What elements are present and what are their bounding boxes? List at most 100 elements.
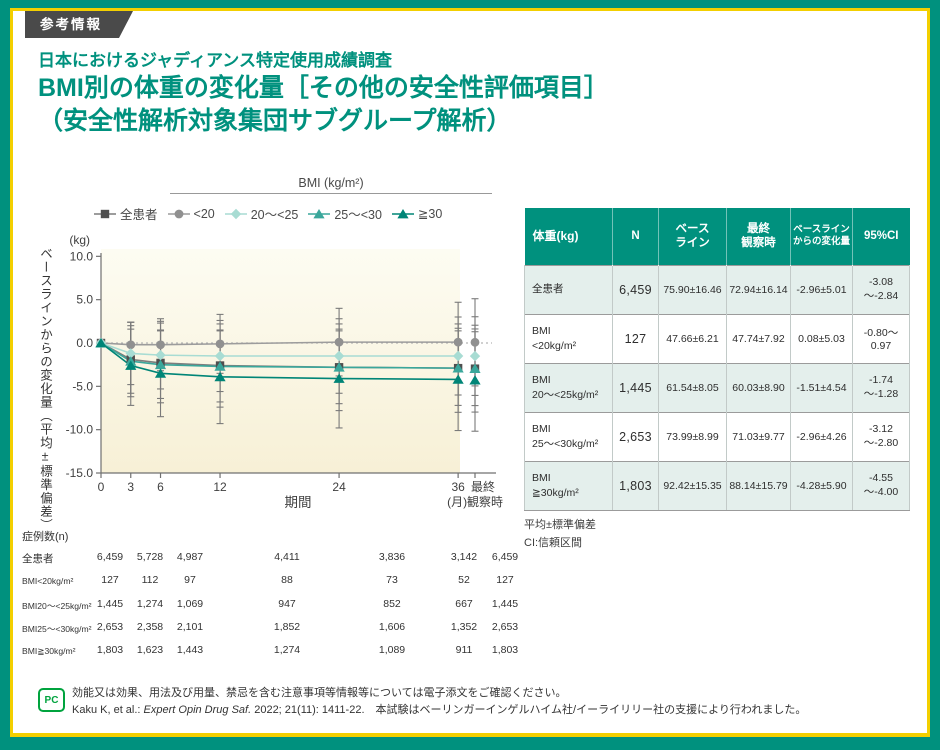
- final-observation-label: 最終: [471, 479, 495, 494]
- y-tick-label: -15.0: [66, 466, 94, 480]
- sample-size-row: BMI25～<30kg/m² 2,653 2,358 2,101 1,852 1,606 1…: [0, 619, 940, 639]
- marker-triangle: [452, 363, 464, 373]
- sample-value: 2,653: [96, 620, 124, 633]
- stats-cell: 92.42±15.35: [658, 460, 727, 511]
- citation-rest: 2022; 21(11): 1411-22. 本試験はベーリンガーインゲルハイム…: [251, 704, 807, 716]
- stats-cell: -0.80～0.97: [852, 313, 910, 363]
- stats-header-cell: 最終 観察時: [726, 208, 791, 265]
- stats-table-row: BMI <20kg/m² 127 47.66±6.21 47.74±7.92 0.08±5…: [524, 313, 910, 363]
- marker-diamond: [452, 350, 464, 362]
- legend-marker-icon: [391, 208, 414, 218]
- stats-row-label: BMI 20～<25kg/m²: [524, 362, 613, 412]
- x-tick-label: 0: [98, 480, 105, 494]
- stats-cell: 60.03±8.90: [726, 362, 791, 412]
- stats-table-body: 全患者 6,459 75.90±16.46 72.94±16.14 -2.96±5.01…: [524, 264, 910, 511]
- marker-triangle: [154, 359, 167, 370]
- footer-line1: 効能又は効果、用法及び用量、禁忌を含む注意事項等情報等については電子添文をご確認…: [72, 687, 567, 699]
- marker-diamond: [214, 350, 226, 362]
- series-line-4: [100, 342, 459, 381]
- stats-cell-n: 127: [612, 313, 659, 363]
- stats-cell: -4.55～-4.00: [852, 460, 910, 511]
- y-tick-label: 5.0: [76, 293, 93, 307]
- stats-cell: -2.96±4.26: [790, 411, 853, 461]
- marker-triangle: [214, 361, 226, 371]
- stats-table-header: 体重(kg) N ベース ライン 最終 観察時 ベースライン からの変化量 95%CI: [524, 208, 910, 265]
- sample-value: 3,142: [450, 551, 478, 563]
- legend-marker-icon: [308, 208, 331, 218]
- marker-diamond: [333, 350, 345, 362]
- sample-value: 127: [496, 574, 514, 587]
- stats-header-cell: ベース ライン: [658, 208, 727, 265]
- marker-circle: [334, 337, 344, 347]
- page-title: BMI別の体重の変化量［その他の安全性評価項目］ （安全性解析対象集団サブグルー…: [38, 72, 609, 138]
- stats-header-cell: ベースライン からの変化量: [790, 208, 853, 265]
- stats-cell: 73.99±8.99: [658, 411, 727, 461]
- stats-row-label: BMI ≧30kg/m²: [524, 460, 613, 511]
- y-tick-label: 0.0: [76, 336, 93, 350]
- stats-cell: -2.96±5.01: [790, 264, 853, 314]
- x-tick-label: 12: [213, 480, 227, 494]
- sample-value: 2,101: [176, 620, 204, 633]
- page-title-line2: （安全性解析対象集団サブグループ解析）: [38, 107, 512, 135]
- sample-value: 97: [184, 574, 196, 587]
- stats-cell: -4.28±5.90: [790, 460, 853, 511]
- sample-value: 2,358: [136, 620, 164, 633]
- marker-circle: [156, 340, 165, 350]
- citation-journal: Expert Opin Drug Saf.: [143, 704, 252, 716]
- sample-row-label: BMI≧30kg/m²: [22, 646, 76, 657]
- y-unit-label: (kg): [69, 233, 90, 247]
- marker-triangle: [469, 375, 481, 385]
- legend-item-1: <20: [167, 207, 215, 221]
- series-line-2: [100, 342, 459, 357]
- y-tick-label: -10.0: [66, 423, 94, 437]
- marker-triangle: [452, 374, 464, 384]
- study-subtitle: 日本におけるジャディアンス特定使用成績調査: [38, 51, 392, 70]
- citation-authors: Kaku K, et al.:: [72, 704, 144, 716]
- stats-header-cell: 体重(kg): [524, 208, 613, 265]
- sample-size-caption: 症例数(n): [22, 531, 69, 543]
- sample-value: 88: [281, 574, 293, 587]
- marker-triangle: [95, 338, 107, 348]
- legend-label: ≧30: [417, 207, 443, 221]
- stats-row-label: 全患者: [524, 264, 613, 314]
- weight-change-line-chart: (kg)10.05.00.0-5.0-10.0-15.00 3 6 12 24 36(月)…: [66, 233, 503, 510]
- sample-value: 911: [455, 644, 473, 657]
- marker-triangle: [333, 362, 345, 372]
- series-markers-2: [95, 337, 481, 362]
- sample-size-row: BMI20～<25kg/m² 1,445 1,274 1,069 947 852 667 1,…: [0, 596, 940, 616]
- page-title-line1: BMI別の体重の変化量［その他の安全性評価項目］: [38, 74, 609, 102]
- sample-value: 3,836: [378, 551, 406, 563]
- sample-value: 947: [278, 597, 296, 610]
- sample-value: 1,352: [450, 620, 478, 633]
- stats-row-label: BMI <20kg/m²: [524, 313, 613, 363]
- y-tick-label: 10.0: [70, 249, 94, 263]
- legend-item-2: 20～<25: [224, 204, 298, 223]
- marker-triangle: [125, 360, 137, 370]
- x-tick-label: 36: [451, 480, 465, 494]
- plot-area: [101, 249, 460, 473]
- sample-value: 1,069: [176, 597, 204, 610]
- x-tick-label: 3: [127, 480, 134, 494]
- sample-value: 4,411: [274, 551, 300, 563]
- marker-diamond: [230, 208, 241, 219]
- legend-marker-icon: [167, 209, 190, 218]
- sample-value: 1,803: [491, 644, 519, 657]
- stats-header-cell: 95%CI: [852, 208, 910, 265]
- marker-square: [100, 209, 110, 218]
- sample-value: 1,445: [491, 597, 519, 610]
- series-line-3: [100, 342, 459, 369]
- stats-cell: 72.94±16.14: [726, 264, 791, 314]
- marker-triangle: [469, 363, 481, 374]
- stats-table-row: BMI ≧30kg/m² 1,803 92.42±15.35 88.14±15.79 -4…: [524, 460, 910, 511]
- final-observation-label2: 観察時: [467, 495, 503, 509]
- sample-value: 1,606: [378, 620, 406, 633]
- sample-value: 1,274: [136, 597, 164, 610]
- stats-cell-n: 1,445: [612, 362, 659, 412]
- footnote-mean-sd: 平均±標準偏差: [524, 519, 597, 531]
- sample-value: 127: [101, 574, 119, 587]
- sample-value: 667: [455, 597, 473, 610]
- stats-cell: -1.51±4.54: [790, 362, 853, 412]
- sample-value: 73: [386, 574, 398, 587]
- footer-notes: 効能又は効果、用法及び用量、禁忌を含む注意事項等情報等については電子添文をご確認…: [72, 685, 806, 719]
- stats-cell: 61.54±8.05: [658, 362, 727, 412]
